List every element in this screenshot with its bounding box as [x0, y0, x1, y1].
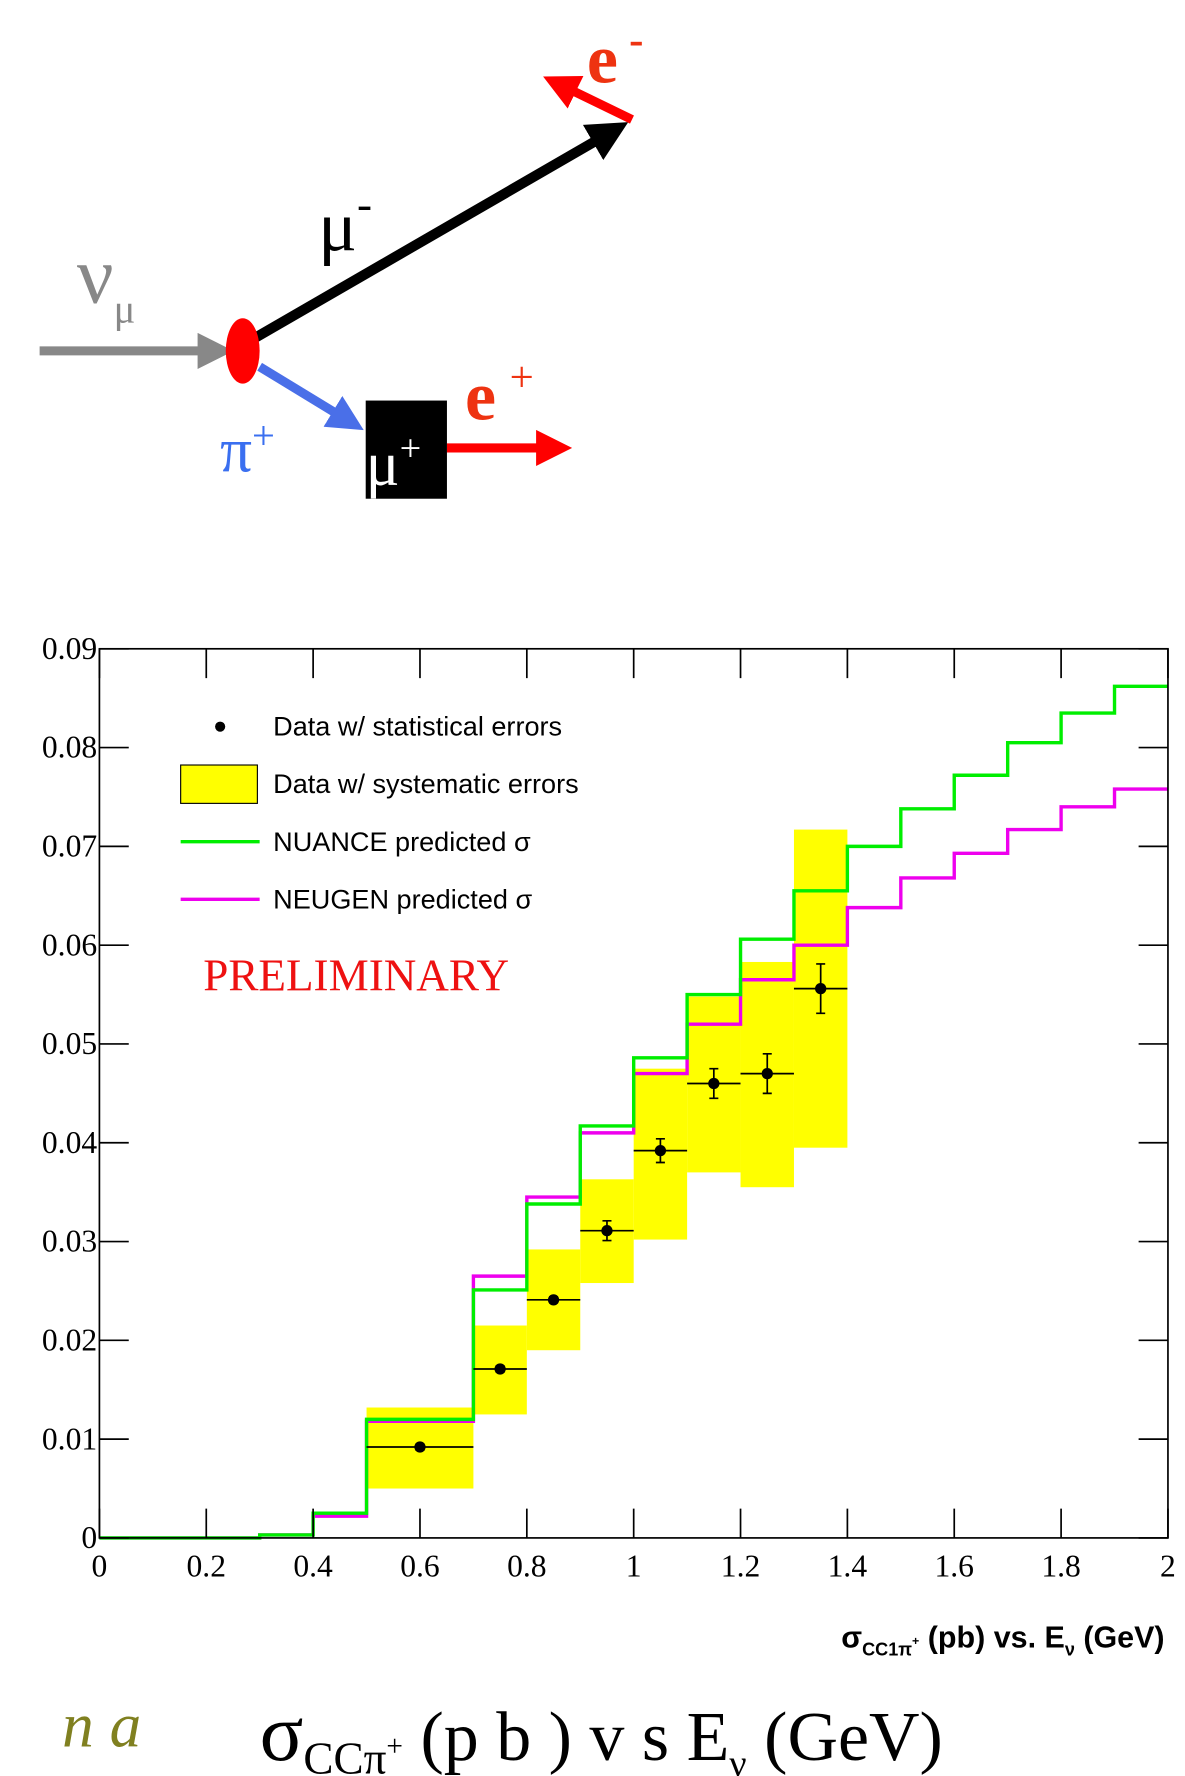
- x-tick-label: 1.2: [721, 1548, 760, 1583]
- legend-label: Data w/ statistical errors: [273, 711, 562, 742]
- vertex: [225, 318, 260, 384]
- y-tick-label: 0.08: [42, 730, 97, 765]
- legend-marker: [215, 721, 226, 732]
- muon-box: [365, 400, 447, 499]
- legend-marker: [180, 764, 258, 804]
- electron-arrow: [543, 75, 634, 124]
- data-point: [761, 1067, 773, 1080]
- legend-label: NEUGEN predicted σ: [273, 883, 532, 914]
- y-tick-label: 0.09: [42, 631, 97, 666]
- label: e +: [465, 355, 534, 436]
- x-tick-label: 1.6: [935, 1548, 974, 1583]
- label: μ-: [318, 179, 372, 267]
- x-tick-label: 1: [626, 1548, 642, 1583]
- x-tick-label: 1.8: [1041, 1548, 1080, 1583]
- footer-left: n a: [62, 1691, 141, 1761]
- label: μ+: [366, 427, 422, 499]
- x-tick-label: 2: [1160, 1548, 1176, 1583]
- muon-arrow: [251, 122, 629, 343]
- data-point: [708, 1077, 720, 1090]
- x-axis-label: σCC1π+ (pb) vs. Eν (GeV): [841, 1620, 1164, 1659]
- plot: 0 0.01 0.02 0.03 0.04 0.05 0.06 0.07 0.08 0.09 0 0.…: [42, 631, 1176, 1583]
- legend-label: NUANCE predicted σ: [273, 826, 531, 857]
- data-point: [414, 1441, 426, 1453]
- y-tick-label: 0.04: [42, 1125, 97, 1160]
- y-tick-label: 0.03: [42, 1224, 97, 1259]
- label: νμ: [77, 230, 136, 331]
- y-tick-label: 0.07: [42, 829, 97, 864]
- annotation: PRELIMINARY: [203, 951, 509, 1001]
- footer-title: σCCπ+ (p b ) v s Eν (GeV): [260, 1688, 943, 1776]
- diagram: e- μ- νμ π+ μ+ e +: [39, 17, 644, 499]
- y-tick-label: 0.02: [42, 1322, 97, 1357]
- x-tick-label: 0.2: [187, 1548, 226, 1583]
- pion-arrow: [257, 362, 364, 431]
- y-tick-label: 0.06: [42, 927, 97, 962]
- data-point: [654, 1145, 667, 1157]
- data-point: [815, 982, 827, 995]
- x-tick-label: 0: [92, 1548, 108, 1583]
- x-tick-label: 0.8: [507, 1548, 546, 1583]
- label: π+: [220, 413, 275, 486]
- data-point: [601, 1225, 613, 1237]
- data-point: [494, 1363, 506, 1375]
- label: e-: [587, 17, 644, 98]
- y-tick-label: 0.05: [42, 1026, 97, 1061]
- x-tick-label: 1.4: [828, 1548, 868, 1583]
- x-tick-label: 0.4: [293, 1548, 333, 1583]
- y-tick-label: 0.01: [42, 1421, 97, 1456]
- y-tick-label: 0: [81, 1520, 97, 1555]
- x-tick-label: 0.6: [400, 1548, 439, 1583]
- data-point: [547, 1294, 560, 1306]
- legend-label: Data w/ systematic errors: [273, 768, 578, 799]
